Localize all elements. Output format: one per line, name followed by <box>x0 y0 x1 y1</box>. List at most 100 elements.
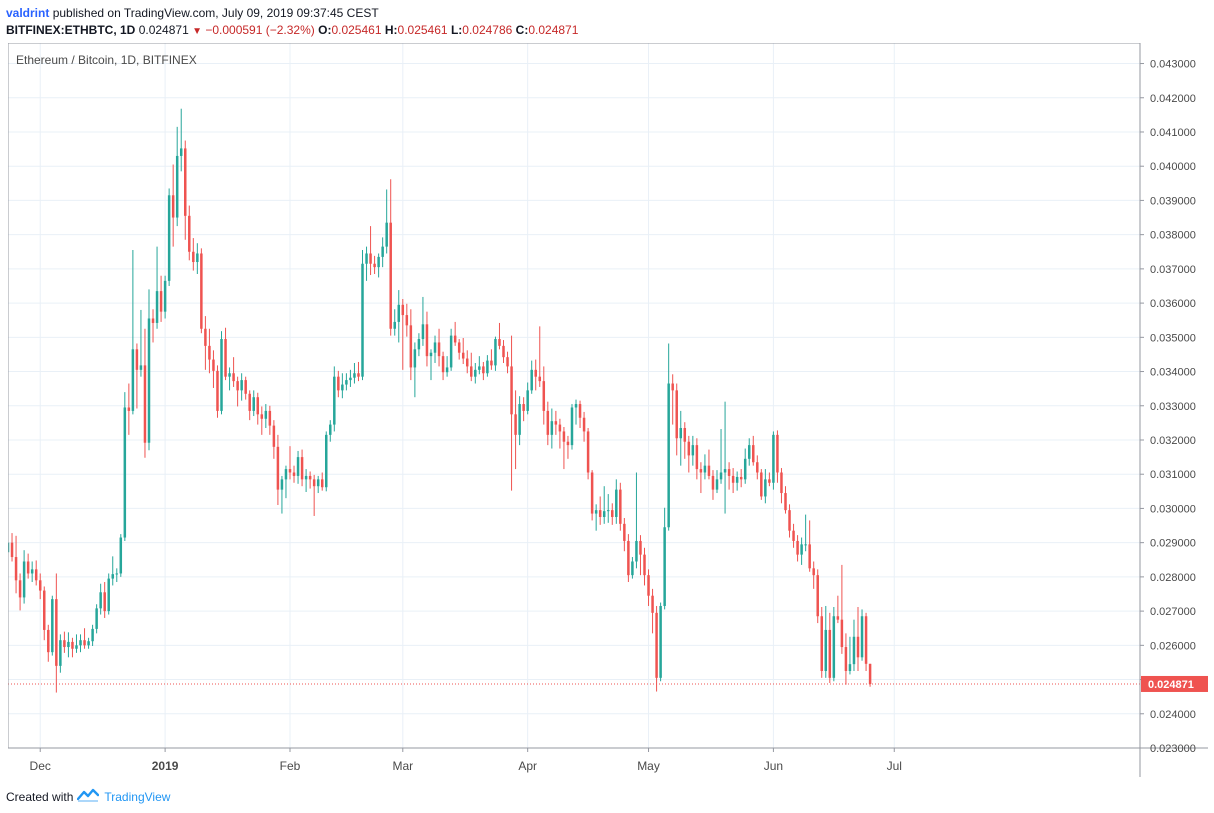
candle <box>405 303 409 337</box>
candle <box>433 335 437 363</box>
candle-body <box>296 457 300 476</box>
chart-container[interactable]: Ethereum / Bitcoin, 1D, BITFINEX 0.02300… <box>6 42 1208 777</box>
candle-body <box>409 325 413 368</box>
candle-body <box>171 195 175 218</box>
candle-body <box>67 641 70 648</box>
candle-body <box>510 366 513 415</box>
candle <box>83 628 86 649</box>
candle-body <box>365 253 368 264</box>
candle-body <box>760 472 763 497</box>
candle <box>119 534 123 577</box>
candle <box>735 471 739 491</box>
candlestick-chart[interactable]: Ethereum / Bitcoin, 1D, BITFINEX 0.02300… <box>6 42 1208 777</box>
candle-body <box>498 339 501 346</box>
candle-body <box>707 465 711 476</box>
candle <box>272 420 276 459</box>
candle-body <box>655 612 658 678</box>
y-tick-label: 0.041000 <box>1150 127 1196 139</box>
candle <box>26 553 30 579</box>
tradingview-link[interactable]: TradingView <box>104 790 171 804</box>
candle-body <box>723 469 727 473</box>
candle-body <box>453 335 457 343</box>
candle <box>425 311 429 367</box>
candle-body <box>578 404 582 418</box>
candle-body <box>490 360 493 366</box>
candle <box>723 401 727 514</box>
candle <box>63 631 66 653</box>
candle <box>139 309 143 377</box>
candle-body <box>280 479 284 490</box>
candle-body <box>743 458 747 480</box>
candle-body <box>131 349 135 411</box>
candle <box>691 435 695 466</box>
candle-body <box>558 424 562 432</box>
candle <box>329 420 332 442</box>
candle <box>631 557 634 579</box>
candle <box>71 637 74 658</box>
candle-body <box>679 428 683 439</box>
candle <box>179 108 183 172</box>
candle <box>196 243 199 275</box>
candle <box>51 595 54 656</box>
candle-body <box>836 616 840 620</box>
candle-body <box>316 479 320 487</box>
candle-body <box>373 263 376 268</box>
candle <box>550 408 554 449</box>
candle <box>747 438 751 466</box>
candle-body <box>147 318 151 443</box>
candle-body <box>236 381 239 391</box>
candle-body <box>244 380 247 394</box>
y-tick-label: 0.028000 <box>1150 572 1196 584</box>
candle <box>333 366 336 432</box>
candle <box>30 561 34 583</box>
candle <box>796 535 799 562</box>
candle <box>594 504 598 531</box>
last-price-badge: 0.024871 <box>1141 675 1208 692</box>
candle <box>498 322 501 350</box>
candle <box>123 392 127 541</box>
candle <box>522 397 525 422</box>
candle <box>208 328 211 374</box>
candle <box>212 350 215 388</box>
candle <box>381 237 384 268</box>
candle <box>663 507 666 610</box>
candle-body <box>349 377 352 381</box>
candle-body <box>272 425 276 447</box>
candle <box>192 238 195 271</box>
candle-body <box>784 493 787 511</box>
candle-body <box>353 373 356 378</box>
candle-body <box>594 510 598 514</box>
candle-body <box>429 352 433 357</box>
candle-body <box>445 367 449 373</box>
candle <box>461 338 465 365</box>
candle <box>43 586 46 641</box>
candle-body <box>304 475 308 480</box>
candle <box>864 612 868 671</box>
candle <box>200 248 203 334</box>
candle-body <box>812 568 815 576</box>
ohlc-line: BITFINEX:ETHBTC, 1D 0.024871 ▼ −0.000591… <box>6 22 578 40</box>
candle-body <box>43 590 46 630</box>
candle <box>151 309 155 343</box>
y-tick-label: 0.042000 <box>1150 93 1196 105</box>
candle <box>788 504 791 538</box>
tradingview-logo-icon[interactable] <box>77 788 100 806</box>
candle <box>772 431 775 490</box>
candle-body <box>860 616 864 658</box>
candle <box>115 568 119 583</box>
candle <box>478 356 481 375</box>
author-link[interactable]: valdrint <box>6 6 50 20</box>
candle-body <box>800 544 803 555</box>
candle <box>171 164 175 247</box>
candle-body <box>95 608 98 629</box>
candle-body <box>329 424 332 435</box>
candle <box>832 607 836 682</box>
candle <box>711 470 715 500</box>
candle <box>449 328 453 371</box>
candle <box>175 126 179 227</box>
candle <box>518 396 521 446</box>
candle-body <box>292 472 296 476</box>
candle <box>868 663 872 687</box>
price-change: −0.000591 (−2.32%) <box>205 23 315 37</box>
candle <box>606 494 610 523</box>
